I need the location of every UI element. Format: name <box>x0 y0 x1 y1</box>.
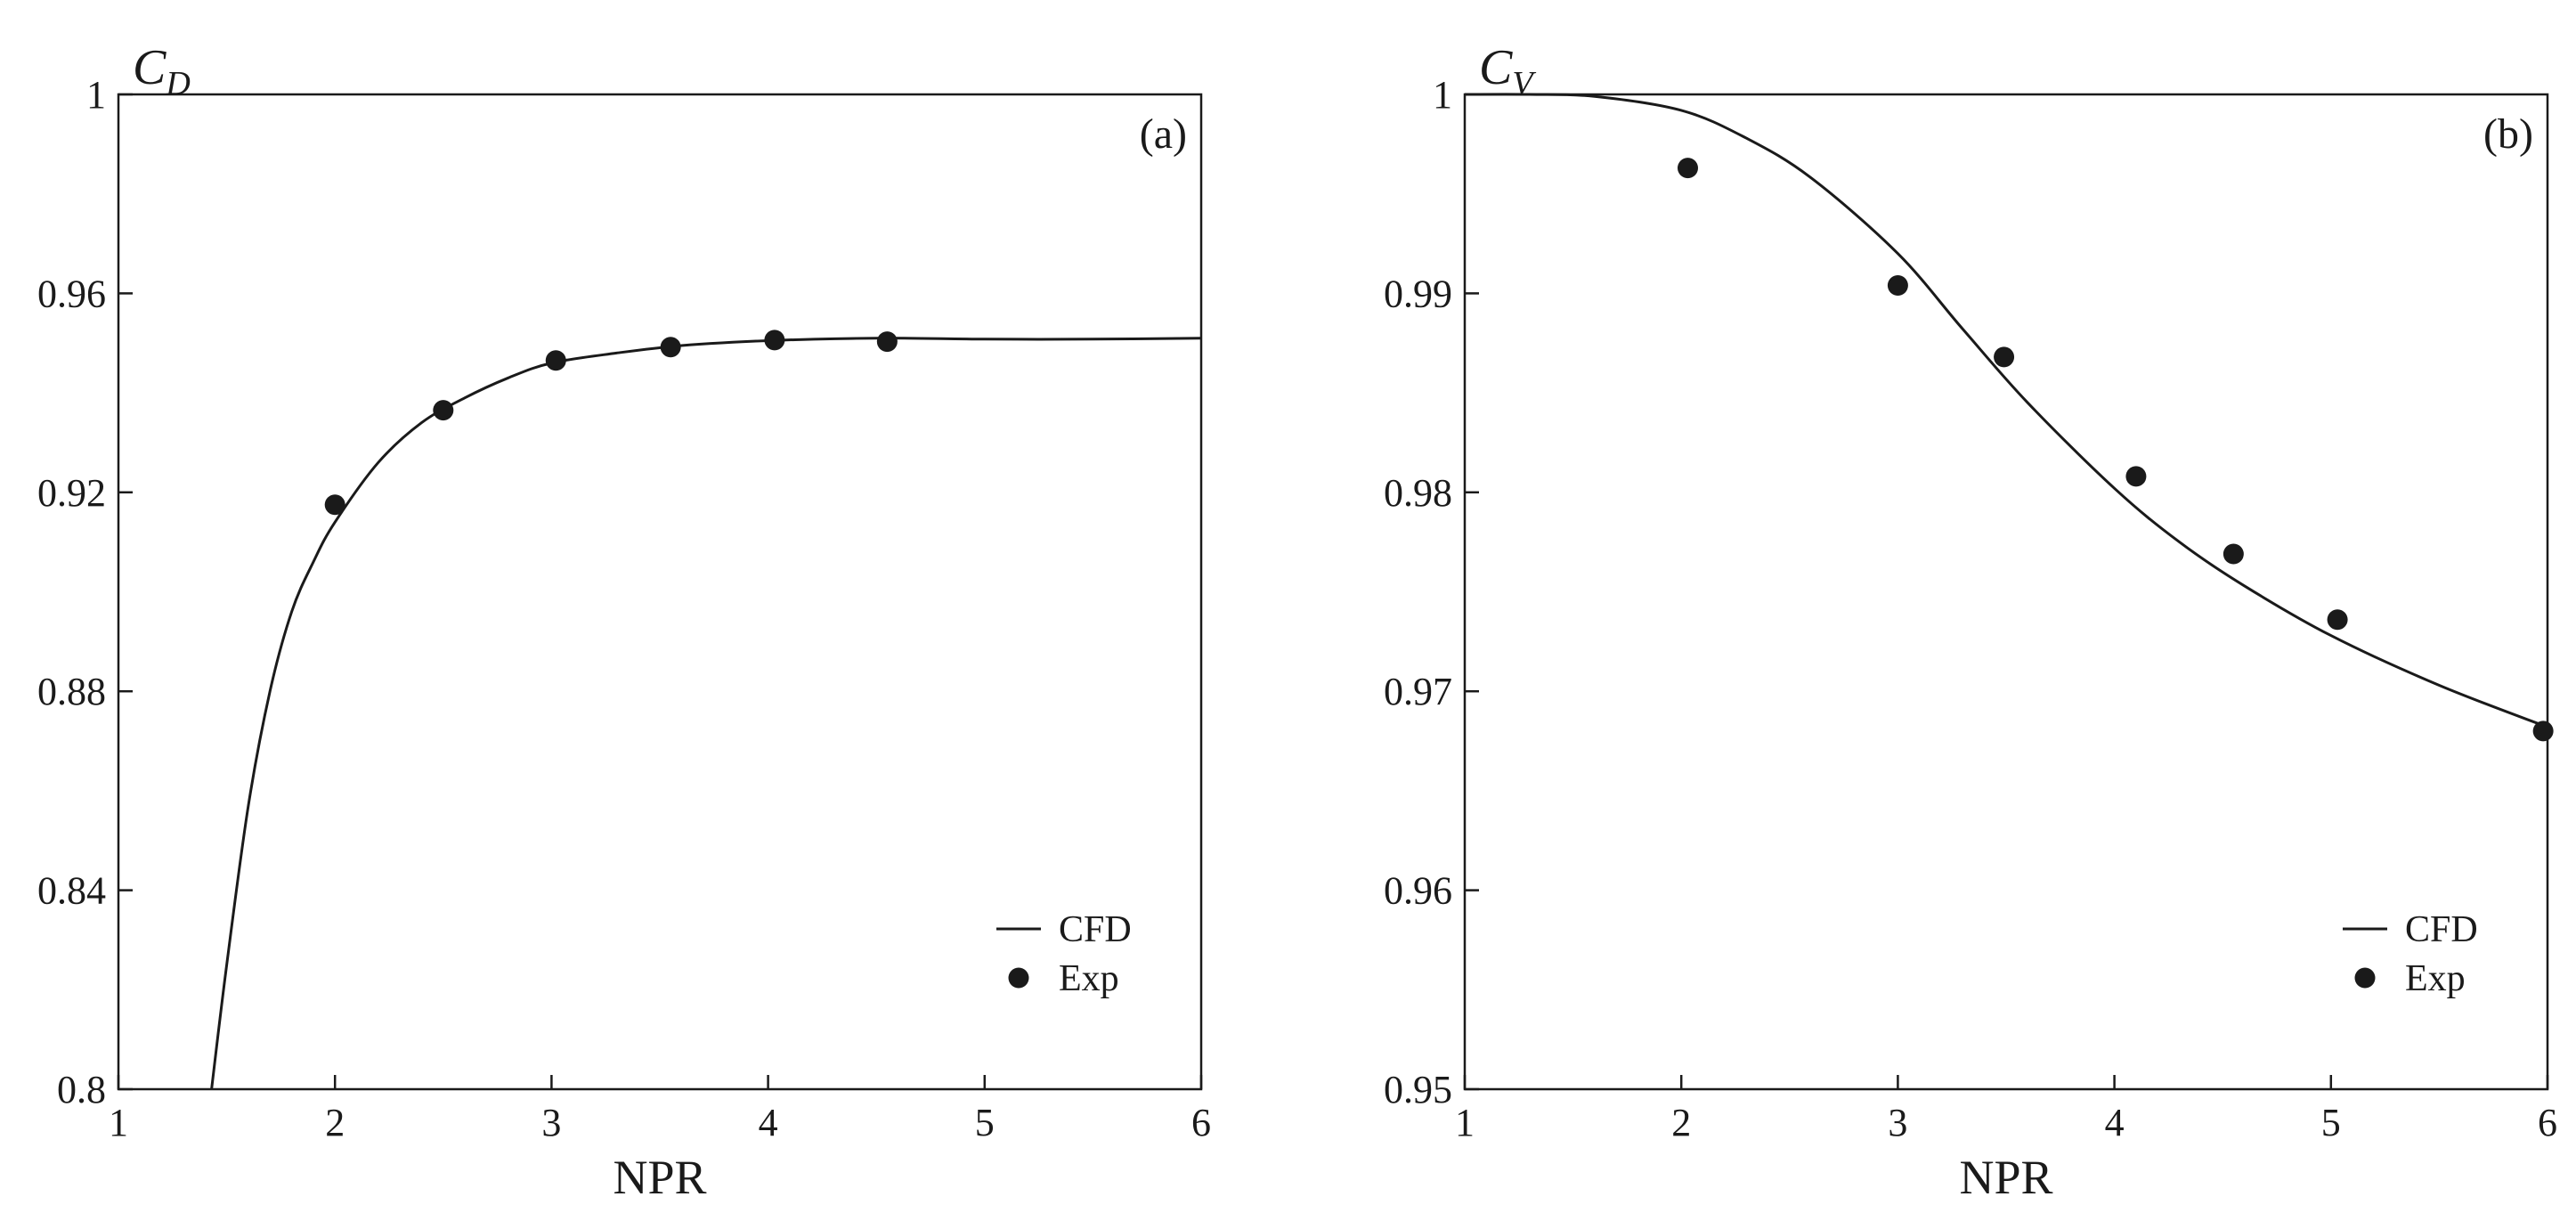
x-tick-label: 3 <box>541 1101 561 1144</box>
series-exp-point <box>1887 274 1908 296</box>
series-cfd-line <box>1464 93 2548 729</box>
x-tick-label: 4 <box>759 1101 778 1144</box>
panel-label: (a) <box>1140 110 1187 158</box>
x-tick-label: 1 <box>1455 1101 1475 1144</box>
y-tick-label: 1 <box>1433 73 1452 117</box>
y-tick-label: 0.98 <box>1384 471 1452 515</box>
x-tick-label: 6 <box>2538 1101 2557 1144</box>
legend-marker-swatch <box>1008 967 1029 989</box>
series-exp-point <box>876 331 898 353</box>
series-exp-point <box>2125 466 2147 487</box>
series-exp-point <box>545 350 566 371</box>
series-cfd-line <box>210 337 1202 1090</box>
y-axis-title: CV <box>1479 40 1536 102</box>
series-exp-point <box>1994 346 2015 368</box>
y-tick-label: 0.8 <box>57 1068 106 1111</box>
chart-panel-a: 1 2 3 4 5 6 0.8 0.84 0.88 0.92 0.96 1 NPR CD (a) CFD Exp <box>37 40 1211 1204</box>
series-exp-point <box>324 494 345 516</box>
series-exp-point <box>433 400 454 421</box>
x-tick-label: 5 <box>2321 1101 2341 1144</box>
series-exp-point <box>1677 158 1698 179</box>
y-tick-label: 0.99 <box>1384 272 1452 315</box>
y-tick-label: 0.84 <box>37 869 106 913</box>
legend-marker-swatch <box>2354 967 2376 989</box>
series-exp-point <box>2327 609 2348 631</box>
y-tick-label: 0.96 <box>37 272 106 315</box>
x-tick-label: 4 <box>2105 1101 2125 1144</box>
x-axis-title: NPR <box>613 1151 706 1204</box>
x-tick-label: 2 <box>1671 1101 1691 1144</box>
series-exp-point <box>764 330 785 351</box>
plot-frame <box>117 93 1203 1091</box>
x-tick-label: 2 <box>325 1101 345 1144</box>
y-tick-label: 0.96 <box>1384 869 1452 913</box>
legend-label-cfd: CFD <box>1059 909 1132 950</box>
x-tick-label: 1 <box>109 1101 128 1144</box>
chart-panel-b: 1 2 3 4 5 6 0.95 0.96 0.97 0.98 0.99 1 NPR CV (b) CFD Ex… <box>1384 40 2557 1204</box>
legend-label-exp: Exp <box>2405 958 2466 999</box>
series-exp-point <box>2532 720 2554 742</box>
series-exp-point <box>660 337 681 358</box>
y-tick-label: 0.92 <box>37 471 106 515</box>
series-exp-point <box>2223 543 2244 565</box>
x-tick-label: 6 <box>1191 1101 1211 1144</box>
x-axis-title: NPR <box>1959 1151 2052 1204</box>
legend-label-exp: Exp <box>1059 958 1119 999</box>
panel-label: (b) <box>2483 110 2533 158</box>
plot-frame <box>1463 93 2549 1091</box>
x-tick-label: 5 <box>975 1101 995 1144</box>
y-axis-title: CD <box>133 40 191 102</box>
y-tick-label: 0.95 <box>1384 1068 1452 1111</box>
y-tick-label: 0.88 <box>37 670 106 713</box>
legend-label-cfd: CFD <box>2405 909 2478 950</box>
y-tick-label: 1 <box>86 73 106 117</box>
y-tick-label: 0.97 <box>1384 670 1452 713</box>
x-tick-label: 3 <box>1888 1101 1907 1144</box>
